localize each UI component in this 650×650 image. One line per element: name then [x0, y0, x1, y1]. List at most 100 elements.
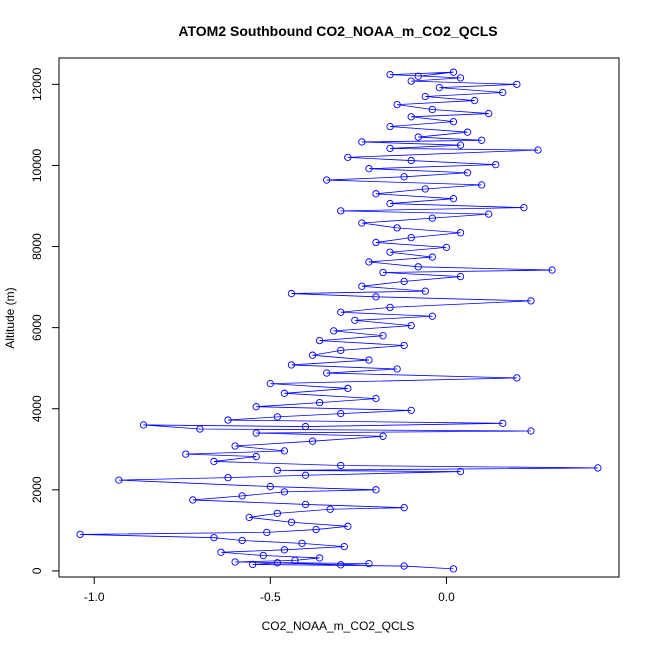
- data-point: [287, 518, 296, 526]
- data-point: [337, 207, 345, 215]
- data-point: [301, 500, 310, 509]
- data-point: [231, 558, 239, 566]
- data-point: [400, 341, 408, 350]
- data-point: [456, 272, 465, 281]
- data-point: [76, 530, 84, 539]
- data-point: [326, 505, 334, 513]
- data-point: [280, 546, 289, 554]
- data-point: [337, 561, 345, 569]
- data-point: [365, 165, 373, 173]
- data-point: [386, 199, 394, 208]
- data-point: [527, 427, 535, 435]
- x-tick-label: 0.0: [438, 590, 455, 604]
- data-point: [400, 562, 408, 570]
- y-tick-label: 2000: [30, 476, 44, 503]
- data-point: [456, 229, 465, 237]
- data-point: [485, 109, 493, 118]
- data-point: [520, 203, 528, 212]
- data-point: [301, 422, 310, 431]
- data-point: [372, 293, 380, 301]
- data-point: [273, 509, 282, 517]
- y-tick-label: 4000: [30, 395, 44, 422]
- data-point: [456, 74, 465, 82]
- data-point: [273, 466, 282, 475]
- data-point: [372, 394, 380, 403]
- data-point: [301, 471, 310, 479]
- data-point: [252, 403, 260, 411]
- x-tick-label: -1.0: [84, 590, 105, 604]
- data-point: [365, 559, 373, 568]
- data-point: [407, 321, 415, 330]
- data-point: [312, 525, 320, 534]
- data-point: [456, 467, 465, 476]
- data-point: [470, 96, 479, 105]
- data-point: [340, 542, 348, 551]
- y-axis: 0 2000 4000 6000 8000 10000 12000: [30, 67, 59, 574]
- data-point: [393, 100, 401, 109]
- data-point: [291, 556, 299, 565]
- data-point: [287, 361, 296, 369]
- data-point: [477, 181, 486, 189]
- data-point: [337, 346, 345, 354]
- data-point: [224, 474, 232, 482]
- data-point: [280, 447, 289, 455]
- data-point: [217, 548, 225, 556]
- y-tick-label: 0: [30, 567, 44, 574]
- data-point: [252, 452, 260, 461]
- data-point: [337, 409, 345, 418]
- data-point: [442, 243, 451, 252]
- data-point: [298, 539, 306, 547]
- data-point: [594, 464, 602, 472]
- data-point: [435, 83, 444, 92]
- data-point: [492, 160, 500, 169]
- data-point: [428, 253, 436, 261]
- data-point: [386, 122, 394, 131]
- data-point: [386, 144, 394, 153]
- data-point: [400, 173, 408, 181]
- data-point: [421, 287, 429, 295]
- data-point: [372, 238, 380, 247]
- data-point: [266, 379, 274, 388]
- data-point: [365, 258, 373, 266]
- data-point: [358, 138, 366, 146]
- x-tick-label: -0.5: [260, 590, 281, 604]
- data-point: [407, 156, 415, 165]
- data-point: [231, 442, 239, 450]
- data-point: [280, 389, 289, 397]
- data-point: [400, 277, 408, 286]
- data-point: [386, 303, 394, 312]
- data-point: [449, 118, 458, 126]
- data-point: [308, 437, 317, 445]
- data-point: [527, 297, 535, 305]
- data-point: [400, 504, 408, 512]
- plot-frame: [58, 57, 620, 578]
- data-point: [263, 528, 271, 537]
- data-point: [224, 416, 232, 424]
- data-point: [379, 332, 387, 340]
- data-point: [449, 195, 458, 203]
- data-point: [414, 72, 422, 80]
- data-point: [407, 406, 415, 415]
- data-point: [189, 496, 197, 504]
- data-point: [252, 429, 260, 437]
- y-axis-label: Altitude (m): [3, 287, 17, 348]
- data-point: [513, 374, 521, 382]
- data-point: [428, 312, 436, 320]
- data-point: [393, 224, 401, 232]
- data-point: [456, 141, 465, 149]
- data-point: [407, 77, 415, 85]
- data-point: [315, 336, 324, 345]
- series-line: [80, 71, 598, 570]
- data-point: [115, 476, 123, 484]
- data-point: [182, 450, 190, 458]
- data-point: [358, 282, 366, 290]
- data-point: [273, 413, 282, 421]
- data-point: [513, 80, 521, 89]
- data-point: [344, 522, 352, 530]
- data-point: [280, 488, 289, 496]
- data-point: [337, 308, 345, 316]
- data-point: [428, 214, 436, 222]
- data-point: [238, 492, 246, 500]
- data-point: [499, 419, 507, 427]
